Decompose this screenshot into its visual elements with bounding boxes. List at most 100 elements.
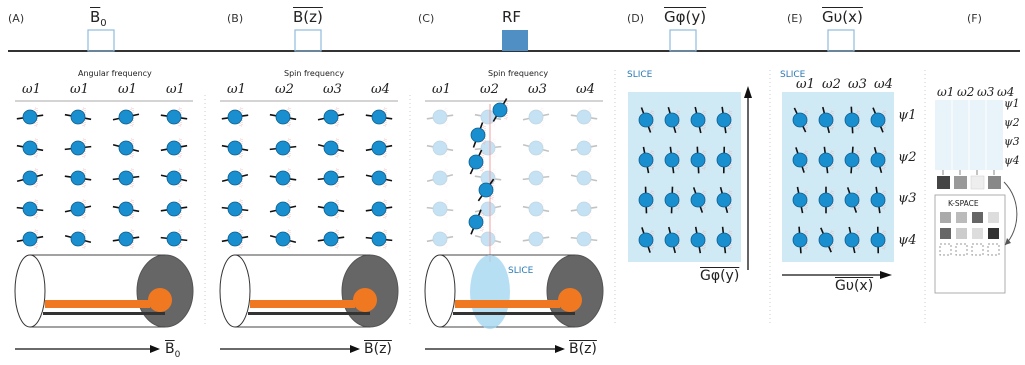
spin-c-4-1 [474,229,502,249]
spin-e-3-1 [818,227,834,253]
omega-f-2: ω2 [957,85,975,99]
spin-a-0-0 [16,107,44,127]
spin-c-excited-4 [468,209,484,235]
spin-a-0-1 [64,107,92,127]
spin-d-1-0 [638,146,654,174]
spin-c-0-2 [522,107,550,127]
psi-e-2: ψ2 [898,150,917,165]
spin-c-3-2 [522,199,550,219]
omega-c-1: ω1 [432,82,451,97]
kspace-fill-arrow [1003,181,1018,246]
spin-e-1-1 [818,146,834,174]
spin-b-2-0 [221,168,249,188]
axis-label-b: B(z) [364,341,392,357]
spin-c-4-3 [570,229,598,249]
omega-c-4: ω4 [576,82,595,97]
spin-e-1-2 [844,146,860,174]
psi-e-1: ψ1 [898,108,917,123]
spin-e-1-3 [870,146,886,174]
psi-f-4: ψ4 [1004,154,1020,167]
psi-f-1: ψ1 [1004,97,1020,110]
spin-d-2-1 [664,186,680,214]
spin-c-1-0 [426,138,454,158]
spin-b-2-1 [269,168,297,188]
omega-e-4: ω4 [874,77,893,92]
spin-a-1-2 [112,138,140,158]
spin-e-0-3 [870,107,886,133]
spin-d-0-0 [638,107,654,133]
spin-c-2-0 [426,168,454,188]
spin-a-0-3 [160,107,188,127]
psi-e-4: ψ4 [898,233,917,248]
sequence-timeline [8,29,1020,52]
spin-e-0-1 [818,106,834,134]
spin-a-4-3 [160,229,188,249]
spin-a-4-2 [112,229,140,249]
spin-d-0-1 [664,106,680,134]
omega-c-2: ω2 [480,82,499,97]
seq-label-bz: B(z) [293,8,323,26]
spin-c-3-0 [426,199,454,219]
spin-c-0-1 [474,107,502,127]
omega-a-1: ω1 [22,82,41,97]
spin-a-0-2 [112,107,140,127]
seq-label-rf: RF [502,8,522,26]
spin-a-1-3 [160,138,188,158]
spin-e-0-0 [792,107,808,133]
omega-e-1: ω1 [796,77,815,92]
spin-a-4-0 [16,229,44,249]
spin-d-0-3 [716,106,732,134]
psi-f-3: ψ3 [1004,135,1020,148]
omega-f-3: ω3 [977,85,995,99]
spin-a-2-3 [160,168,188,188]
omega-b-3: ω3 [323,82,342,97]
panel-letter-d: (D) [627,12,645,25]
spin-c-3-1 [474,199,502,219]
spin-a-1-1 [64,138,92,158]
subtitle-b: Spin frequency [284,69,345,78]
gnu-gate [827,29,855,52]
spin-b-0-3 [365,107,393,127]
spin-c-excited-2 [468,149,484,175]
spin-b-1-0 [221,138,249,158]
spin-a-2-0 [16,168,44,188]
spin-e-3-0 [792,226,808,254]
bz-gate [294,29,322,52]
subtitle-c: Spin frequency [488,69,549,78]
spin-c-0-3 [570,107,598,127]
omega-b-4: ω4 [371,82,390,97]
panel-letter-b: (B) [227,12,244,25]
spin-c-2-3 [570,168,598,188]
spin-d-2-3 [716,186,732,214]
spin-b-0-0 [221,107,249,127]
psi-e-3: ψ3 [898,191,917,206]
spin-d-3-1 [664,226,680,254]
spin-c-excited-3 [477,178,495,202]
spin-c-0-0 [426,107,454,127]
spin-c-1-2 [522,138,550,158]
axis-label-e: Gυ(x) [835,278,874,294]
spin-e-1-0 [792,147,808,173]
spin-d-1-1 [664,146,680,174]
spin-b-0-2 [317,107,345,127]
omega-c-3: ω3 [528,82,547,97]
spin-b-3-1 [269,199,297,219]
spin-a-2-2 [112,168,140,188]
spin-b-1-2 [317,138,345,158]
omega-f-1: ω1 [937,85,955,99]
omega-a-3: ω1 [118,82,137,97]
spin-d-1-2 [690,146,706,174]
axis-label-a: B0 [165,341,181,360]
psi-f-2: ψ2 [1004,116,1020,129]
spin-c-excited-0 [492,98,508,122]
slice-label-e: SLICE [780,70,806,80]
slice-label-d: SLICE [627,70,653,80]
spin-d-3-0 [638,227,654,253]
omega-e-3: ω3 [848,77,867,92]
spin-c-1-1 [474,138,502,158]
b0-gate [87,29,115,52]
omega-b-1: ω1 [227,82,246,97]
spin-b-4-2 [317,229,345,249]
seq-label-b0: B0 [90,8,107,29]
